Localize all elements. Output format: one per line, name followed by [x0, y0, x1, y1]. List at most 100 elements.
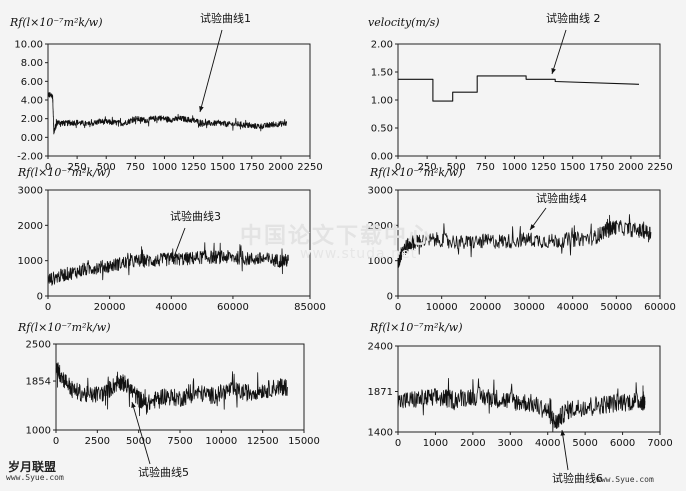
series-line-1 [47, 92, 288, 135]
series-line-1 [55, 362, 288, 417]
x-tick-label: 0 [395, 302, 401, 313]
y-tick-label: 2.00 [21, 114, 43, 125]
x-tick-label: 1500 [210, 162, 235, 173]
y-tick-label: 0.00 [371, 152, 393, 163]
y-tick-label: 0.50 [371, 124, 393, 135]
y-axis-label: Rf(l×10⁻⁷m²k/w) [369, 166, 463, 179]
y-tick-label: 0 [387, 292, 393, 303]
y-tick-label: 1871 [368, 387, 393, 398]
y-axis-label: Rf(l×10⁻⁷m²k/w) [17, 166, 111, 179]
y-tick-label: 1.50 [371, 68, 393, 79]
y-tick-label: 10.00 [14, 40, 43, 51]
y-tick-label: -2.00 [17, 152, 43, 163]
site-logo-url: www.Syue.com [6, 473, 64, 482]
y-tick-label: 1400 [368, 428, 393, 439]
curve-annotation: 试验曲线 2 [546, 11, 601, 25]
y-tick-label: 8.00 [21, 58, 43, 69]
y-tick-label: 3000 [18, 186, 43, 197]
x-tick-label: 2000 [618, 162, 643, 173]
y-tick-label: 1000 [368, 256, 393, 267]
x-tick-label: 3000 [498, 438, 523, 449]
x-tick-label: 500 [447, 162, 466, 173]
x-tick-label: 750 [476, 162, 495, 173]
x-tick-label: 750 [126, 162, 145, 173]
x-tick-label: 2500 [85, 436, 110, 447]
y-tick-label: 6.00 [21, 77, 43, 88]
y-tick-label: 0.00 [21, 133, 43, 144]
annotation-arrow [551, 29, 567, 75]
x-tick-label: 1750 [239, 162, 264, 173]
x-tick-label: 0 [53, 436, 59, 447]
y-tick-label: 3000 [368, 186, 393, 197]
x-tick-label: 1000 [423, 438, 448, 449]
y-tick-label: 4.00 [21, 96, 43, 107]
x-tick-label: 5000 [572, 438, 597, 449]
x-tick-label: 7000 [647, 438, 672, 449]
x-tick-label: 50000 [600, 302, 632, 313]
x-tick-label: 4000 [535, 438, 560, 449]
x-tick-label: 10000 [205, 436, 237, 447]
chart-panel-6: 1400 1871 2400 0 1000 2000 3000 4000 5000 6000 700… [368, 321, 673, 485]
site-logo: 岁月联盟 [8, 460, 57, 474]
x-tick-label: 1000 [502, 162, 527, 173]
x-tick-label: 85000 [294, 302, 326, 313]
annotation-arrow [561, 429, 569, 471]
chart-panel-5: 1000 1854 2500 0 2500 5000 7500 10000 12500 15000… [17, 321, 320, 479]
y-tick-label: 2500 [26, 340, 51, 351]
x-tick-label: 20000 [94, 302, 126, 313]
y-tick-label: 1000 [18, 256, 43, 267]
x-tick-label: 60000 [644, 302, 676, 313]
x-tick-label: 40000 [557, 302, 589, 313]
y-axis-label: velocity(m/s) [368, 16, 440, 29]
x-tick-label: 20000 [469, 302, 501, 313]
y-axis-label: Rf(l×10⁻⁷m²k/w) [369, 321, 463, 334]
plot-frame [397, 345, 661, 433]
x-tick-label: 5000 [126, 436, 151, 447]
y-tick-label: 2400 [368, 342, 393, 353]
x-tick-label: 1500 [560, 162, 585, 173]
x-tick-label: 1000 [152, 162, 177, 173]
annotation-arrowhead [560, 430, 566, 436]
curve-annotation: 试验曲线6 [552, 471, 603, 485]
x-tick-label: 12500 [247, 436, 279, 447]
x-tick-label: 2000 [460, 438, 485, 449]
x-tick-label: 0 [395, 438, 401, 449]
chart-panel-3: 0 1000 2000 3000 0 20000 40000 60000 85000 Rf(l×1… [17, 166, 326, 313]
x-tick-label: 1250 [181, 162, 206, 173]
curve-annotation: 试验曲线4 [536, 191, 587, 205]
annotation-arrowhead [551, 68, 556, 74]
x-tick-label: 0 [45, 302, 51, 313]
y-tick-label: 2000 [18, 221, 43, 232]
x-tick-label: 0 [395, 162, 401, 173]
x-tick-label: 2000 [268, 162, 293, 173]
curve-annotation: 试验曲线3 [170, 209, 221, 223]
plot-frame [47, 43, 311, 157]
x-tick-label: 1250 [531, 162, 556, 173]
annotation-arrowhead [131, 402, 136, 408]
x-tick-label: 1750 [589, 162, 614, 173]
curve-annotation: 试验曲线5 [138, 465, 189, 479]
annotation-arrow [131, 401, 151, 465]
plot-frame [397, 43, 661, 157]
x-tick-label: 6000 [610, 438, 635, 449]
annotation-arrow [199, 29, 223, 113]
x-tick-label: 2250 [647, 162, 672, 173]
y-tick-label: 1.00 [371, 96, 393, 107]
x-tick-label: 40000 [155, 302, 187, 313]
x-tick-label: 7500 [167, 436, 192, 447]
annotation-arrowhead [530, 224, 536, 230]
x-tick-label: 10000 [426, 302, 458, 313]
series-line-1 [398, 75, 640, 102]
x-tick-label: 2250 [297, 162, 322, 173]
y-tick-label: 2.00 [371, 40, 393, 51]
chart-panel-2: 0.00 0.50 1.00 1.50 2.00 0 250 500 750 1000 1250 15… [368, 11, 673, 173]
y-axis-label: Rf(l×10⁻⁷m²k/w) [9, 16, 103, 29]
y-tick-label: 1854 [26, 377, 51, 388]
watermark-url: www.studa.net [300, 246, 418, 262]
site-url: www.Syue.com [596, 475, 654, 484]
x-tick-label: 250 [418, 162, 437, 173]
series-line-1 [397, 214, 652, 268]
x-tick-label: 250 [68, 162, 87, 173]
